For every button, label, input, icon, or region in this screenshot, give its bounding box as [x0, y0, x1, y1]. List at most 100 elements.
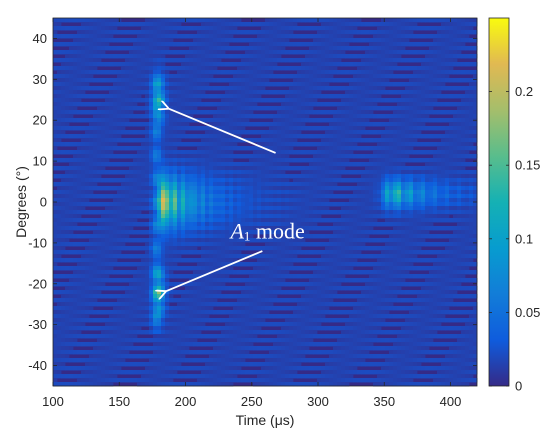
heatmap-cell: [341, 18, 346, 23]
heatmap-cell: [437, 150, 442, 155]
heatmap-cell: [389, 210, 394, 215]
heatmap-cell: [137, 70, 142, 75]
heatmap-cell: [333, 102, 338, 107]
heatmap-cell: [377, 154, 382, 159]
heatmap-cell: [345, 134, 350, 139]
heatmap-cell: [285, 206, 290, 211]
heatmap-cell: [217, 202, 222, 207]
heatmap-cell: [325, 38, 330, 43]
heatmap-cell: [429, 206, 434, 211]
heatmap-cell: [161, 90, 166, 95]
heatmap-cell: [137, 182, 142, 187]
heatmap-cell: [81, 74, 86, 79]
heatmap-cell: [237, 138, 242, 143]
heatmap-cell: [233, 102, 238, 107]
heatmap-cell: [257, 86, 262, 91]
heatmap-cell: [241, 190, 246, 195]
heatmap-cell: [405, 226, 410, 231]
heatmap-cell: [293, 166, 298, 171]
heatmap-cell: [269, 114, 274, 119]
heatmap-cell: [197, 38, 202, 43]
heatmap-cell: [221, 126, 226, 131]
heatmap-cell: [313, 186, 318, 191]
heatmap-cell: [57, 110, 62, 115]
heatmap-cell: [261, 62, 266, 67]
heatmap-cell: [65, 198, 70, 203]
heatmap-cell: [133, 174, 138, 179]
heatmap-cell: [393, 178, 398, 183]
heatmap-cell: [457, 94, 462, 99]
heatmap-cell: [169, 18, 174, 23]
heatmap-cell: [253, 162, 258, 167]
heatmap-cell: [381, 230, 386, 235]
heatmap-cell: [293, 50, 298, 55]
heatmap-cell: [109, 38, 114, 43]
heatmap-cell: [333, 78, 338, 83]
heatmap-cell: [105, 142, 110, 147]
heatmap-cell: [65, 210, 70, 215]
heatmap-cell: [373, 38, 378, 43]
heatmap-cell: [81, 94, 86, 99]
heatmap-cell: [465, 198, 470, 203]
heatmap-cell: [241, 218, 246, 223]
heatmap-cell: [385, 54, 390, 59]
heatmap-cell: [149, 226, 154, 231]
heatmap-cell: [357, 206, 362, 211]
heatmap-cell: [381, 114, 386, 119]
heatmap-cell: [449, 178, 454, 183]
heatmap-cell: [313, 46, 318, 51]
heatmap-cell: [153, 214, 158, 219]
heatmap-cell: [261, 90, 266, 95]
heatmap-cell: [333, 226, 338, 231]
heatmap-cell: [413, 142, 418, 147]
heatmap-cell: [109, 162, 114, 167]
heatmap-cell: [73, 194, 78, 199]
heatmap-cell: [161, 106, 166, 111]
heatmap-cell: [345, 86, 350, 91]
heatmap-cell: [133, 130, 138, 135]
heatmap-cell: [217, 58, 222, 63]
heatmap-cell: [293, 102, 298, 107]
heatmap-cell: [449, 26, 454, 31]
heatmap-cell: [157, 22, 162, 27]
heatmap-cell: [281, 190, 286, 195]
heatmap-cell: [173, 194, 178, 199]
heatmap-cell: [97, 142, 102, 147]
heatmap-cell: [341, 86, 346, 91]
heatmap-cell: [429, 78, 434, 83]
heatmap-cell: [309, 94, 314, 99]
heatmap-cell: [337, 106, 342, 111]
heatmap-cell: [141, 82, 146, 87]
heatmap-cell: [145, 194, 150, 199]
heatmap-cell: [397, 218, 402, 223]
heatmap-cell: [213, 66, 218, 71]
heatmap-cell: [321, 102, 326, 107]
heatmap-cell: [385, 90, 390, 95]
heatmap-cell: [373, 70, 378, 75]
heatmap-cell: [145, 82, 150, 87]
heatmap-cell: [121, 154, 126, 159]
heatmap-cell: [141, 194, 146, 199]
heatmap-cell: [181, 42, 186, 47]
heatmap-cell: [157, 74, 162, 79]
heatmap-cell: [437, 126, 442, 131]
heatmap-cell: [181, 230, 186, 235]
heatmap-cell: [461, 98, 466, 103]
heatmap-cell: [97, 186, 102, 191]
heatmap-cell: [185, 182, 190, 187]
heatmap-cell: [301, 206, 306, 211]
heatmap-cell: [293, 122, 298, 127]
heatmap-cell: [381, 146, 386, 151]
heatmap-cell: [189, 110, 194, 115]
heatmap-cell: [153, 38, 158, 43]
heatmap-cell: [281, 150, 286, 155]
heatmap-cell: [181, 214, 186, 219]
heatmap-cell: [285, 94, 290, 99]
heatmap-cell: [309, 86, 314, 91]
heatmap-cell: [153, 70, 158, 75]
heatmap-cell: [413, 234, 418, 239]
heatmap-cell: [133, 214, 138, 219]
heatmap-cell: [197, 194, 202, 199]
heatmap-cell: [149, 126, 154, 131]
heatmap-cell: [425, 102, 430, 107]
